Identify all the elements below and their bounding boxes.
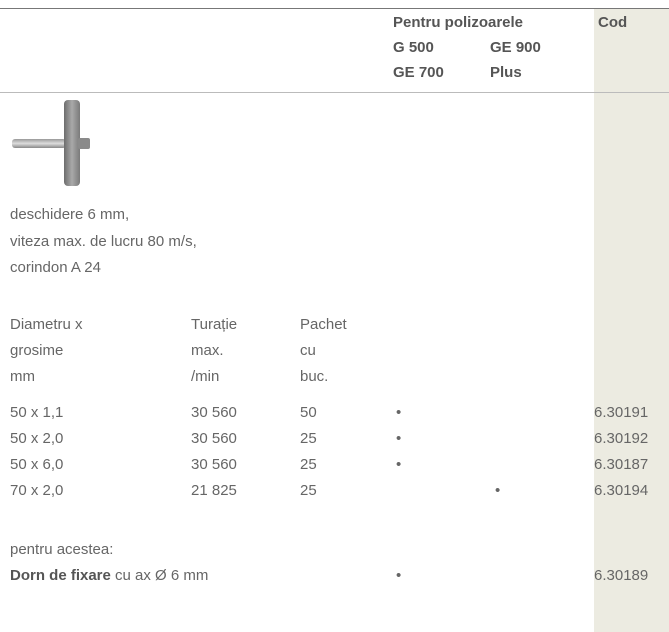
column-header: cu xyxy=(300,342,316,360)
accessory-line: Dorn de fixare cu ax Ø 6 mm xyxy=(10,567,208,585)
accessory-intro: pentru acestea: xyxy=(10,541,113,559)
cell: 25 xyxy=(300,482,317,500)
cell: • xyxy=(396,567,401,585)
column-header: Turație xyxy=(191,316,237,334)
model: GE 700 xyxy=(393,64,444,82)
group-title: Pentru polizoarele xyxy=(393,14,523,32)
cell: • xyxy=(396,430,401,448)
accessory-name: Dorn de fixare xyxy=(10,567,111,584)
column-header: grosime xyxy=(10,342,63,360)
header-rule xyxy=(0,92,669,93)
model: G 500 xyxy=(393,39,434,57)
product-image xyxy=(8,98,103,190)
column-header: Pachet xyxy=(300,316,347,334)
cell: 70 x 2,0 xyxy=(10,482,63,500)
cell: 30 560 xyxy=(191,404,237,422)
code-title: Cod xyxy=(598,14,627,32)
code: 6.30191 xyxy=(594,404,648,422)
cell: 30 560 xyxy=(191,456,237,474)
page: Pentru polizoarele Cod G 500 GE 700 GE 9… xyxy=(0,0,669,632)
model: Plus xyxy=(490,64,522,82)
description-line: corindon A 24 xyxy=(10,259,101,277)
cell: 50 x 6,0 xyxy=(10,456,63,474)
column-header: /min xyxy=(191,368,219,386)
description-line: deschidere 6 mm, xyxy=(10,206,129,224)
cell: • xyxy=(396,404,401,422)
cell: 25 xyxy=(300,456,317,474)
code-column-bg xyxy=(594,8,669,632)
cell: 50 x 2,0 xyxy=(10,430,63,448)
description-line: viteza max. de lucru 80 m/s, xyxy=(10,233,197,251)
cell: 50 xyxy=(300,404,317,422)
column-header: mm xyxy=(10,368,35,386)
cell: 50 x 1,1 xyxy=(10,404,63,422)
column-header: Diametru x xyxy=(10,316,83,334)
cell: 25 xyxy=(300,430,317,448)
column-header: max. xyxy=(191,342,224,360)
code: 6.30187 xyxy=(594,456,648,474)
accessory-detail: cu ax Ø 6 mm xyxy=(111,567,209,584)
cell: 30 560 xyxy=(191,430,237,448)
column-header: buc. xyxy=(300,368,328,386)
code: 6.30189 xyxy=(594,567,648,585)
cell: • xyxy=(396,456,401,474)
cell: 21 825 xyxy=(191,482,237,500)
model: GE 900 xyxy=(490,39,541,57)
top-rule xyxy=(0,8,669,9)
cell: • xyxy=(495,482,500,500)
code: 6.30194 xyxy=(594,482,648,500)
code: 6.30192 xyxy=(594,430,648,448)
